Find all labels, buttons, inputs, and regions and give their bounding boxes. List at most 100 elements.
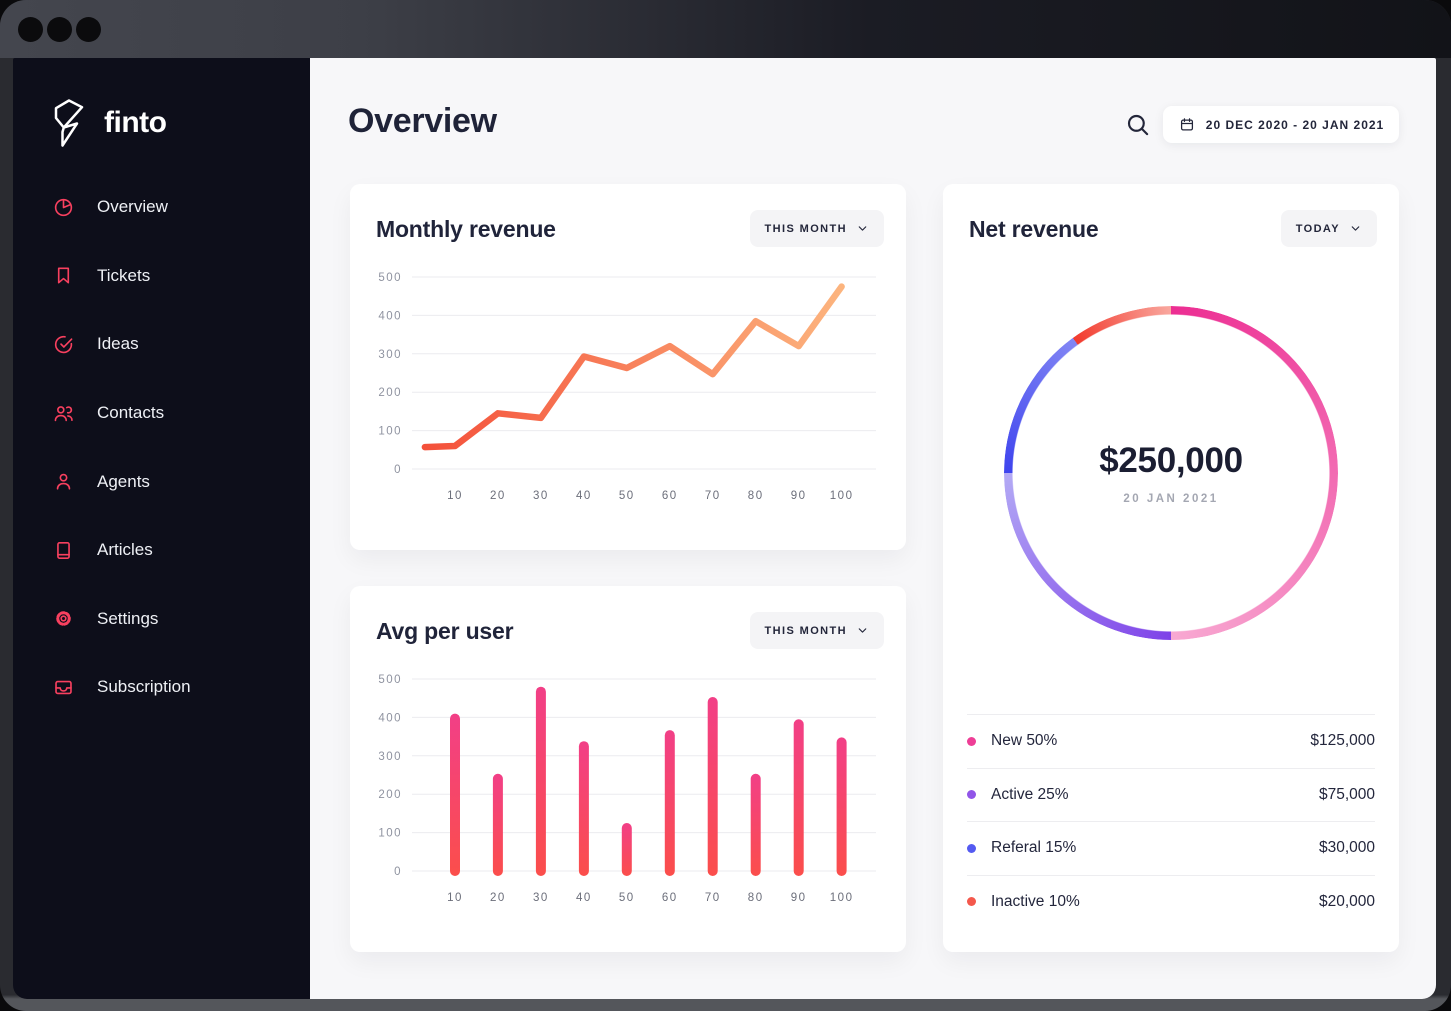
net-revenue-filter-dropdown[interactable]: TODAY xyxy=(1280,210,1377,247)
svg-text:300: 300 xyxy=(378,751,402,763)
chevron-down-icon xyxy=(1351,226,1360,231)
svg-text:40: 40 xyxy=(576,892,592,904)
svg-text:40: 40 xyxy=(576,490,592,502)
svg-text:10: 10 xyxy=(447,490,463,502)
brand: finto xyxy=(13,58,310,150)
svg-text:60: 60 xyxy=(662,490,678,502)
legend-value: $75,000 xyxy=(1318,785,1375,803)
svg-text:400: 400 xyxy=(378,310,402,322)
chevron-down-icon xyxy=(858,226,867,231)
legend-dot-icon xyxy=(967,790,976,800)
legend-value: $30,000 xyxy=(1318,839,1375,857)
sidebar-item-contacts[interactable]: Contacts xyxy=(13,379,310,448)
monthly-revenue-card: Monthly revenue THIS MONTH 0 100 200 300 400… xyxy=(350,184,906,550)
svg-text:500: 500 xyxy=(378,674,402,686)
svg-text:100: 100 xyxy=(830,892,854,904)
sidebar-item-label: Overview xyxy=(97,197,168,217)
legend-dot-icon xyxy=(967,897,976,907)
user-icon xyxy=(56,473,71,490)
pie-chart-icon xyxy=(54,198,73,216)
legend-dot-icon xyxy=(967,736,976,746)
donut-center: $250,000 20 JAN 2021 xyxy=(1004,306,1338,640)
finto-logo-icon xyxy=(50,96,88,150)
svg-text:70: 70 xyxy=(705,892,721,904)
date-range-label: 20 DEC 2020 - 20 JAN 2021 xyxy=(1205,117,1385,132)
svg-text:100: 100 xyxy=(378,828,402,840)
svg-text:30: 30 xyxy=(533,892,549,904)
calendar-icon xyxy=(1180,117,1193,131)
sidebar-item-tickets[interactable]: Tickets xyxy=(13,242,310,311)
sidebar-nav: Overview Tickets Ideas Contacts Agents Articl… xyxy=(13,173,310,722)
legend-value: $20,000 xyxy=(1318,892,1375,910)
legend-label: Active 25% xyxy=(991,785,1069,803)
svg-text:200: 200 xyxy=(378,789,402,801)
sidebar-item-overview[interactable]: Overview xyxy=(13,173,310,242)
svg-text:30: 30 xyxy=(533,490,549,502)
legend-row: Referal 15% $30,000 xyxy=(967,821,1375,875)
sidebar-item-agents[interactable]: Agents xyxy=(13,447,310,516)
page-title: Overview xyxy=(348,102,497,140)
svg-text:90: 90 xyxy=(791,490,807,502)
brand-name: finto xyxy=(104,106,167,139)
window-controls xyxy=(18,16,101,42)
svg-text:70: 70 xyxy=(705,490,721,502)
check-circle-icon xyxy=(54,335,73,354)
app-body: finto Overview Tickets Ideas Contacts Agents… xyxy=(13,58,1436,999)
sidebar-item-articles[interactable]: Articles xyxy=(13,516,310,585)
monthly-revenue-line-chart: 0 100 200 300 400 500 10 20 30 40 50 60 70 80 90 100 xyxy=(374,263,882,520)
minimize-window-button[interactable] xyxy=(47,16,72,42)
svg-text:10: 10 xyxy=(447,892,463,904)
legend-row: Inactive 10% $20,000 xyxy=(967,874,1375,929)
net-revenue-total: $250,000 xyxy=(1099,441,1243,480)
chevron-down-icon xyxy=(858,628,867,633)
window-titlebar xyxy=(0,0,1451,58)
legend-dot-icon xyxy=(967,843,976,853)
date-range-picker[interactable]: 20 DEC 2020 - 20 JAN 2021 xyxy=(1163,106,1399,143)
svg-text:100: 100 xyxy=(830,490,854,502)
svg-text:50: 50 xyxy=(619,892,635,904)
legend-row: Active 25% $75,000 xyxy=(967,767,1375,822)
maximize-window-button[interactable] xyxy=(76,16,101,42)
svg-text:20: 20 xyxy=(490,490,506,502)
users-icon xyxy=(54,405,73,421)
sidebar-item-ideas[interactable]: Ideas xyxy=(13,310,310,379)
net-revenue-card: Net revenue TODAY $250,000 20 JAN 2021 xyxy=(943,184,1399,952)
monthly-revenue-filter-dropdown[interactable]: THIS MONTH xyxy=(749,210,884,247)
svg-text:0: 0 xyxy=(394,464,402,476)
book-icon xyxy=(57,541,70,559)
svg-text:60: 60 xyxy=(662,892,678,904)
gear-icon xyxy=(56,611,71,627)
main-content: Overview 20 DEC 2020 - 20 JAN 2021 xyxy=(310,58,1436,999)
sidebar: finto Overview Tickets Ideas Contacts Agents… xyxy=(13,58,310,999)
svg-text:80: 80 xyxy=(748,490,764,502)
avg-per-user-filter-dropdown[interactable]: THIS MONTH xyxy=(749,612,884,649)
svg-text:100: 100 xyxy=(378,426,402,438)
svg-text:90: 90 xyxy=(791,892,807,904)
sidebar-item-label: Subscription xyxy=(97,677,191,697)
sidebar-item-label: Agents xyxy=(97,471,150,491)
svg-text:300: 300 xyxy=(378,349,402,361)
legend-label: Inactive 10% xyxy=(991,892,1080,910)
svg-text:50: 50 xyxy=(619,490,635,502)
sidebar-item-label: Settings xyxy=(97,608,159,628)
sidebar-item-label: Ideas xyxy=(97,334,139,354)
bookmark-icon xyxy=(57,267,70,284)
close-window-button[interactable] xyxy=(18,16,43,42)
card-title: Avg per user xyxy=(376,618,514,644)
sidebar-item-label: Tickets xyxy=(97,265,151,285)
sidebar-item-label: Contacts xyxy=(97,403,165,423)
donut-ring xyxy=(1004,306,1338,640)
avg-per-user-bar-chart: 0 100 200 300 400 500 10 20 30 40 50 60 70 80 90 100 xyxy=(374,665,882,922)
search-icon[interactable] xyxy=(1125,112,1151,138)
net-revenue-donut-chart: $250,000 20 JAN 2021 xyxy=(1004,306,1338,640)
card-title: Monthly revenue xyxy=(376,216,556,242)
svg-text:20: 20 xyxy=(490,892,506,904)
sidebar-item-label: Articles xyxy=(97,540,153,560)
sidebar-item-settings[interactable]: Settings xyxy=(13,585,310,654)
legend-value: $125,000 xyxy=(1310,732,1375,750)
legend-row: New 50% $125,000 xyxy=(967,714,1375,768)
legend-label: New 50% xyxy=(991,732,1058,750)
sidebar-item-subscription[interactable]: Subscription xyxy=(13,653,310,722)
